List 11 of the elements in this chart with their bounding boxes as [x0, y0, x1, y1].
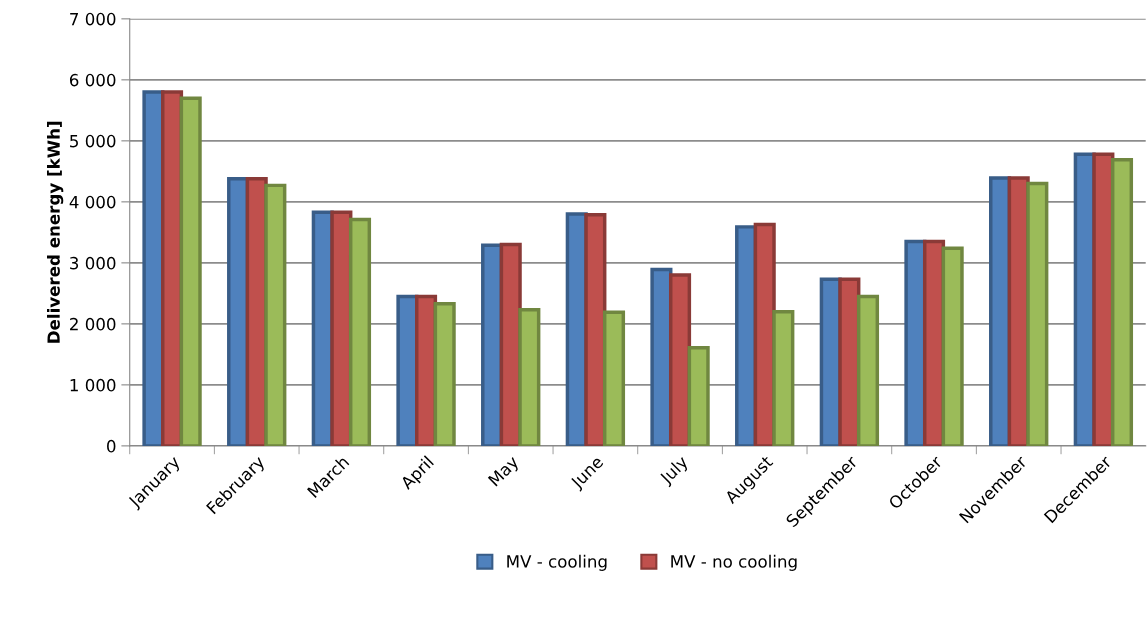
legend-label: MV - no cooling	[671, 554, 797, 571]
y-tick-label: 7 000	[70, 12, 116, 26]
y-axis-title: Delivered energy [kWh]	[47, 121, 64, 343]
legend-label: MV - cooling	[507, 554, 607, 571]
y-tick-label: 1 000	[70, 378, 116, 392]
y-tick-label: 5 000	[70, 134, 116, 148]
y-tick-label: 4 000	[69, 195, 116, 209]
y-tick-label: 6 000	[69, 73, 116, 87]
y-tick-label: 3 000	[70, 256, 116, 270]
y-tick-label: 2 000	[70, 317, 116, 331]
y-tick-label: 0	[107, 439, 116, 453]
